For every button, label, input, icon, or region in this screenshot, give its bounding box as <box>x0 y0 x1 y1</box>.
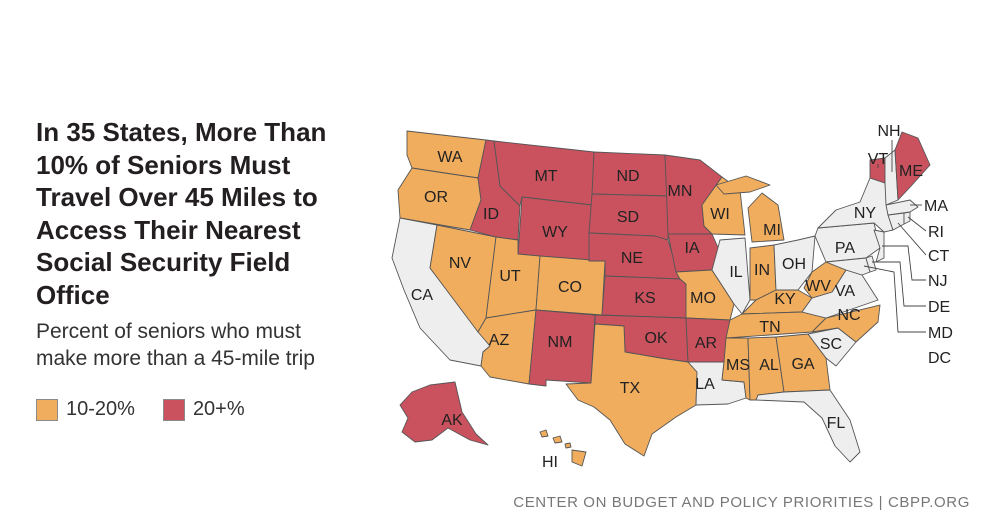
label-il: IL <box>729 264 742 281</box>
legend-item-10-20: 10-20% <box>36 398 135 421</box>
source-credit: CENTER ON BUDGET AND POLICY PRIORITIES |… <box>513 494 970 511</box>
legend-label-10-20: 10-20% <box>66 398 135 420</box>
label-me: ME <box>899 163 923 180</box>
label-mt: MT <box>534 168 557 185</box>
label-pa: PA <box>835 240 855 257</box>
label-tn: TN <box>759 319 780 336</box>
label-de: DE <box>928 299 950 316</box>
state-fl <box>755 389 861 463</box>
callout-line-de <box>872 261 926 307</box>
label-mn: MN <box>668 183 693 200</box>
state-md <box>825 257 871 276</box>
label-mo: MO <box>690 290 716 307</box>
label-nd: ND <box>616 168 639 185</box>
state-nh <box>884 149 899 206</box>
label-nc: NC <box>837 307 860 324</box>
label-nj: NJ <box>928 273 948 290</box>
state-tx <box>565 323 698 457</box>
label-id: ID <box>483 206 499 223</box>
label-ma: MA <box>924 198 948 215</box>
label-md: MD <box>928 325 953 342</box>
callout-line-ri <box>907 216 927 232</box>
callout-line-nj <box>882 245 926 281</box>
label-sc: SC <box>820 336 842 353</box>
label-ms: MS <box>726 357 750 374</box>
state-me <box>894 131 931 201</box>
label-az: AZ <box>489 332 510 349</box>
label-va: VA <box>835 283 855 300</box>
label-dc: DC <box>928 350 951 367</box>
label-la: LA <box>695 376 715 393</box>
state-hi-2 <box>552 435 563 444</box>
state-hi-1 <box>539 429 549 438</box>
label-ks: KS <box>634 290 655 307</box>
state-hi-4 <box>571 449 587 467</box>
callout-line-ct <box>897 222 927 256</box>
state-labels: WA OR CA NV ID MT WY UT AZ CO NM ND SD N… <box>411 123 953 471</box>
state-nj <box>873 229 885 263</box>
label-ut: UT <box>499 268 521 285</box>
label-ne: NE <box>621 250 643 267</box>
label-in: IN <box>754 262 770 279</box>
label-wi: WI <box>710 206 730 223</box>
label-vt: VT <box>868 151 889 168</box>
label-or: OR <box>424 189 448 206</box>
label-ny: NY <box>854 205 877 222</box>
label-ok: OK <box>644 330 667 347</box>
legend: 10-20% 20+% <box>36 398 273 421</box>
label-ky: KY <box>774 291 796 308</box>
label-wy: WY <box>542 224 568 241</box>
chart-subtitle: Percent of seniors who must make more th… <box>36 320 315 370</box>
label-hi: HI <box>542 454 558 471</box>
legend-swatch-20-plus <box>162 398 185 421</box>
label-ak: AK <box>441 412 463 429</box>
label-wa: WA <box>437 149 463 166</box>
state-hi-3 <box>564 442 572 449</box>
label-fl: FL <box>827 415 846 432</box>
label-nm: NM <box>548 334 573 351</box>
label-ri: RI <box>928 224 944 241</box>
legend-label-20-plus: 20+% <box>192 398 245 420</box>
callout-line-md <box>863 265 926 333</box>
legend-item-20-plus: 20+% <box>162 398 245 421</box>
label-mi: MI <box>763 222 781 239</box>
state-mi <box>747 192 785 243</box>
state-il <box>711 237 751 315</box>
label-nh: NH <box>877 123 900 140</box>
label-ga: GA <box>791 356 814 373</box>
label-nv: NV <box>449 255 472 272</box>
legend-swatch-10-20 <box>36 398 58 421</box>
label-ct: CT <box>928 248 950 265</box>
callout-lines <box>863 140 927 333</box>
state-ma <box>885 199 919 216</box>
label-tx: TX <box>620 380 641 397</box>
state-mi-upper-peninsula <box>715 175 771 195</box>
label-ia: IA <box>684 240 699 257</box>
label-al: AL <box>759 357 779 374</box>
chart-title: In 35 States, More Than 10% of Seniors M… <box>36 117 327 310</box>
label-ca: CA <box>411 287 434 304</box>
label-co: CO <box>558 279 582 296</box>
state-ga <box>775 333 831 393</box>
label-ar: AR <box>695 335 717 352</box>
label-sd: SD <box>617 209 639 226</box>
label-wv: WV <box>805 278 831 295</box>
label-oh: OH <box>782 256 806 273</box>
state-ak <box>399 381 489 446</box>
